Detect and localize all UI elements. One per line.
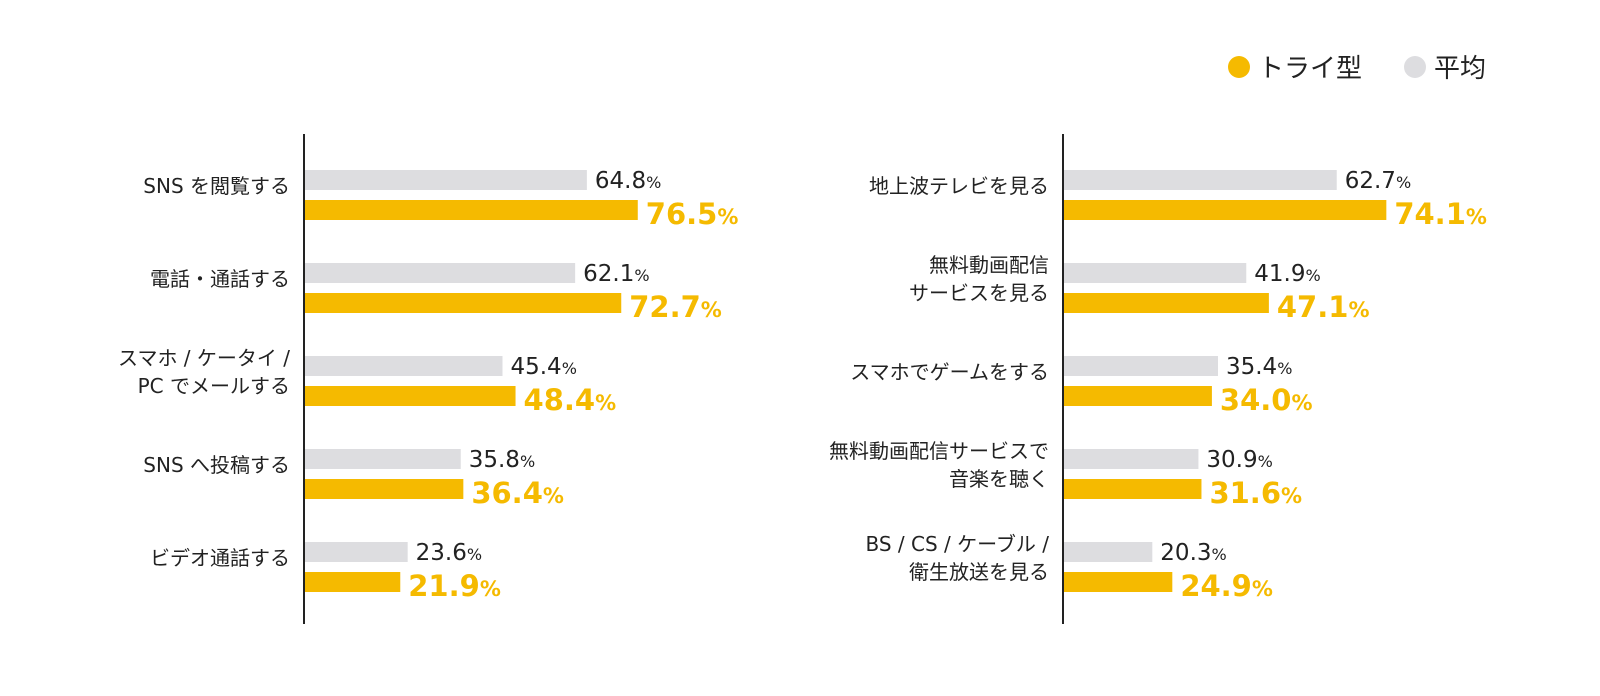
value-label-try: 36.4% (471, 476, 564, 510)
category-label: BS / CS / ケーブル / (865, 532, 1049, 556)
bar-try (305, 293, 622, 313)
value-label-average: 62.7% (1345, 168, 1411, 194)
value-label-average: 41.9% (1254, 261, 1320, 287)
value-label-try: 31.6% (1209, 476, 1302, 510)
legend-swatch-try (1228, 55, 1250, 78)
bar-average (1064, 449, 1199, 469)
bar-average (305, 449, 461, 469)
category-label: 音楽を聴く (949, 467, 1049, 491)
value-label-average: 30.9% (1206, 447, 1272, 473)
bar-try (1064, 386, 1212, 406)
category-label: 地上波テレビを見る (869, 174, 1049, 198)
legend: トライ型 平均 (1228, 48, 1486, 85)
value-label-try: 76.5% (646, 197, 739, 231)
legend-label-avg: 平均 (1434, 54, 1487, 84)
legend-item-try: トライ型 (1228, 48, 1362, 85)
value-label-average: 64.8% (595, 168, 661, 194)
value-label-average: 62.1% (583, 261, 649, 287)
bar-average (1064, 263, 1247, 283)
value-label-average: 35.4% (1226, 354, 1292, 380)
value-label-try: 34.0% (1220, 383, 1313, 417)
legend-item-avg: 平均 (1404, 48, 1486, 85)
category-label: 無料動画配信サービスで (829, 439, 1049, 463)
legend-label-try: トライ型 (1258, 54, 1363, 84)
category-label: 無料動画配信 (929, 253, 1049, 277)
bar-average (305, 170, 587, 190)
category-label: 衛生放送を見る (909, 560, 1049, 584)
category-label: サービスを見る (909, 281, 1049, 305)
bar-average (1064, 170, 1337, 190)
bar-average (305, 356, 503, 376)
bar-try (305, 200, 638, 220)
value-label-try: 21.9% (408, 569, 501, 603)
value-label-try: 72.7% (629, 290, 722, 324)
category-label: 電話・通話する (150, 267, 290, 291)
bar-average (305, 263, 576, 283)
value-label-try: 47.1% (1277, 290, 1370, 324)
bar-average (305, 542, 408, 562)
bar-average (1064, 542, 1153, 562)
bar-try (1064, 200, 1387, 220)
bar-try (1064, 572, 1173, 592)
category-label: スマホでゲームをする (850, 360, 1049, 384)
value-label-average: 20.3% (1160, 540, 1226, 566)
category-label: SNS へ投稿する (143, 453, 290, 477)
value-label-average: 45.4% (510, 354, 576, 380)
category-label: SNS を閲覧する (143, 174, 290, 198)
bar-try (305, 479, 464, 499)
value-label-try: 24.9% (1180, 569, 1273, 603)
value-label-average: 35.8% (469, 447, 535, 473)
legend-swatch-avg (1404, 55, 1427, 78)
bar-try (305, 386, 516, 406)
value-label-try: 74.1% (1394, 197, 1487, 231)
value-label-average: 23.6% (416, 540, 482, 566)
bar-try (1064, 293, 1269, 313)
category-label: ビデオ通話する (150, 546, 290, 570)
bar-try (305, 572, 401, 592)
bar-try (1064, 479, 1202, 499)
category-label: スマホ / ケータイ / (118, 346, 290, 370)
bar-average (1064, 356, 1218, 376)
value-label-try: 48.4% (524, 383, 617, 417)
category-label: PC でメールする (138, 374, 290, 398)
